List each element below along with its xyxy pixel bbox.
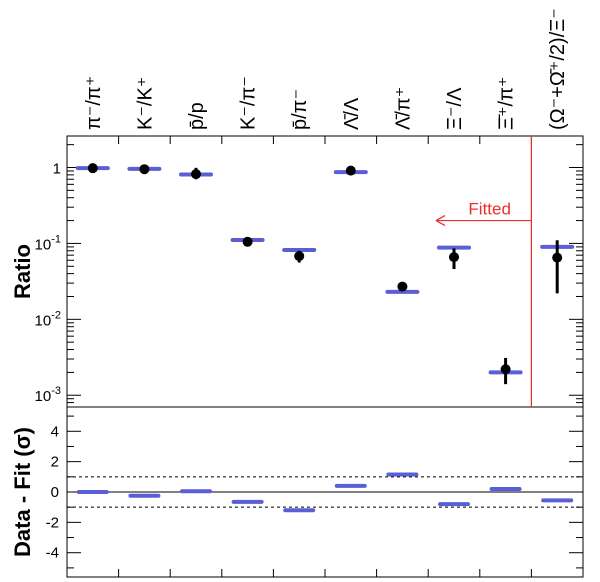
- y-tick-label: 10-2: [35, 309, 61, 329]
- category-label: p̄/p: [186, 102, 208, 130]
- data-point: [294, 251, 305, 262]
- category-label: Ξ⁻/Λ: [444, 87, 466, 130]
- data-point: [345, 165, 356, 176]
- data-point: [500, 364, 511, 375]
- fitted-annotation: Fitted: [468, 200, 511, 219]
- data-point: [87, 163, 98, 174]
- y-tick-label: -4: [46, 545, 59, 562]
- category-label: Ξ̄⁺/π⁺: [496, 77, 518, 130]
- category-label: π⁻/π⁺: [83, 76, 105, 130]
- category-label: Λ̄/Λ: [341, 97, 363, 130]
- data-point: [397, 281, 408, 292]
- category-label: p̄/π⁻: [289, 89, 311, 130]
- y-tick-label: 4: [51, 423, 59, 440]
- top-y-axis-title: Ratio: [10, 244, 35, 299]
- category-label: (Ω⁻+Ω̄⁺/2)/Ξ⁻: [547, 8, 569, 130]
- category-label: Λ̄/π⁺: [392, 87, 414, 130]
- data-point: [449, 252, 459, 263]
- y-tick-label: 10-3: [35, 385, 61, 405]
- category-label: K⁻/π⁻: [238, 76, 260, 130]
- y-tick-label: 2: [51, 454, 59, 471]
- data-point: [191, 169, 201, 180]
- y-tick-label: 0: [51, 484, 59, 501]
- fitted-arrow-head: [435, 215, 446, 227]
- data-point: [242, 236, 253, 247]
- y-tick-label: -2: [46, 514, 59, 531]
- bottom-y-axis-title: Data - Fit (σ): [10, 427, 35, 557]
- y-tick-label: 1: [53, 161, 61, 178]
- data-point: [139, 164, 150, 175]
- category-label: K⁻/K⁺: [134, 77, 156, 130]
- data-point: [552, 252, 563, 263]
- y-tick-label: 10-1: [35, 233, 61, 253]
